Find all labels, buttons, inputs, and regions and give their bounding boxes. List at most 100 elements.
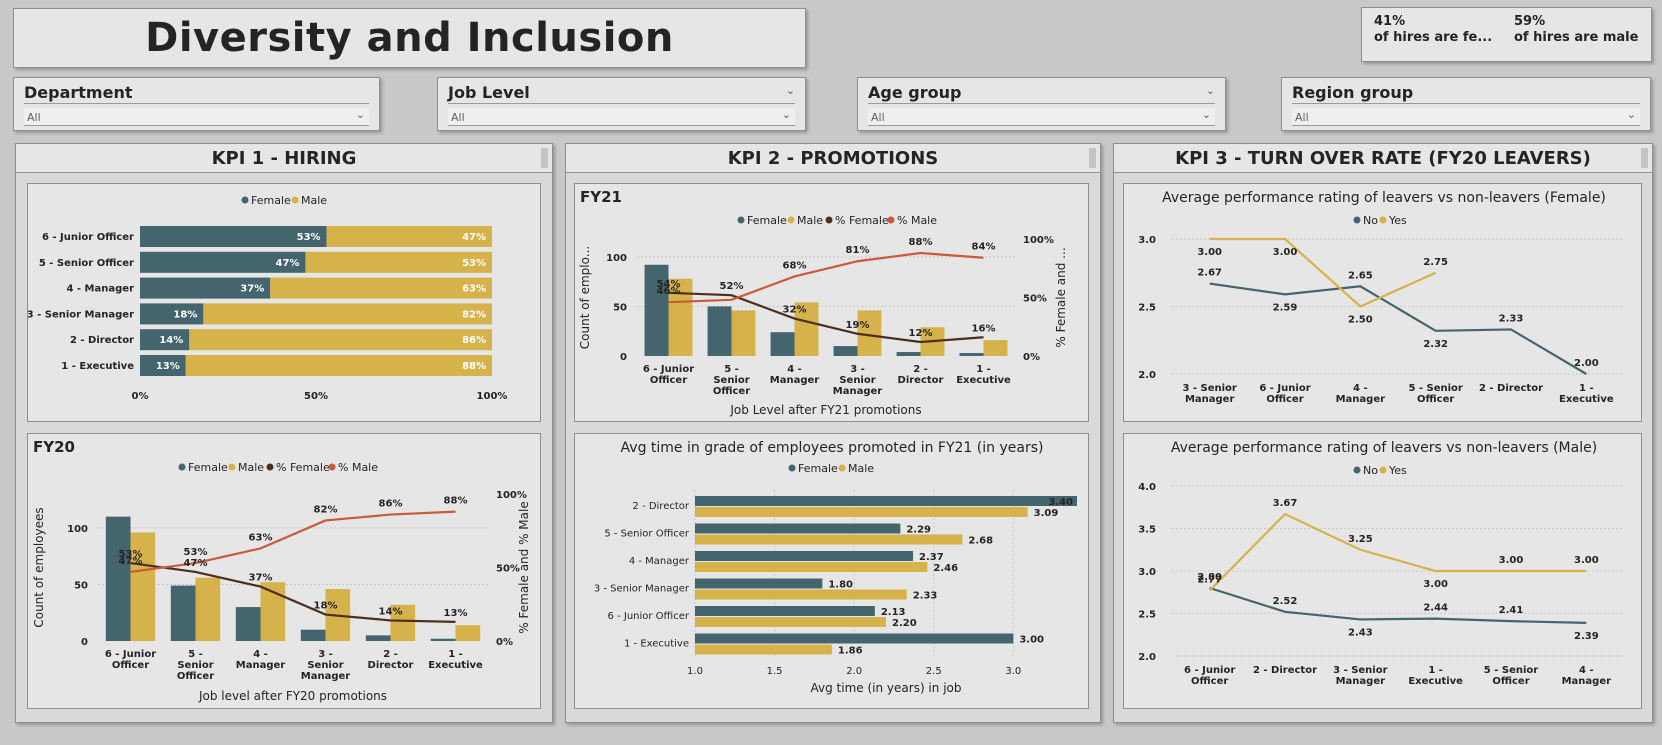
region-group-dropdown[interactable]: All ⌄ (1292, 108, 1640, 126)
female-count-bar (833, 346, 858, 356)
title-card: Diversity and Inclusion (13, 8, 806, 68)
male-count-bar (857, 310, 882, 356)
hiring-female-bar (140, 277, 271, 299)
legend-marker (1353, 216, 1361, 224)
region-group-slicer[interactable]: Region group All ⌄ (1281, 77, 1651, 131)
chevron-down-icon[interactable]: ⌄ (1626, 108, 1636, 121)
hiring-male-bar (185, 355, 492, 376)
legend-marker (1379, 466, 1387, 474)
hiring-x-tick: 50% (304, 391, 328, 402)
avgtime-male-bar (695, 507, 1028, 517)
avgtime-category-label: 5 - Senior Officer (604, 529, 690, 540)
chevron-down-icon[interactable]: ⌄ (1201, 108, 1211, 121)
job-level-slicer[interactable]: Job Level ⌄ All ⌄ (437, 77, 806, 131)
hiring-female-label: 14% (159, 335, 183, 346)
kpi2-promotions-section: KPI 2 - PROMOTIONS FY21 Female Male % Femal… (565, 143, 1101, 723)
avgtime-female-label: 1.80 (828, 580, 853, 591)
job-level-dropdown[interactable]: All ⌄ (448, 108, 795, 126)
job-level-slicer-title: Job Level (448, 83, 530, 102)
y-tick: 3.0 (1138, 235, 1156, 246)
chevron-down-icon[interactable]: ⌄ (1205, 84, 1215, 97)
slicer-divider (24, 103, 369, 104)
x-category-label: 2 - (913, 364, 928, 375)
chart-title: FY21 (580, 188, 622, 206)
legend-marker (887, 216, 895, 224)
x-category-label: Officer (1492, 676, 1529, 687)
legend-label: Female (188, 461, 228, 474)
pct-female-label: 52% (720, 281, 744, 292)
x-category-label: 5 - Senior (1408, 383, 1462, 394)
yes-series-line (1209, 237, 1437, 308)
chevron-down-icon[interactable]: ⌄ (781, 108, 791, 121)
chevron-down-icon[interactable]: ⌄ (785, 84, 795, 97)
x-tick: 1.0 (687, 666, 703, 677)
avgtime-female-bar (695, 496, 1077, 506)
x-axis-title: Avg time (in years) in job (811, 681, 962, 695)
chevron-down-icon[interactable]: ⌄ (355, 108, 365, 121)
x-category-label: 5 - Senior (1484, 665, 1538, 676)
pct-female-label: 16% (972, 323, 996, 334)
legend-marker (787, 216, 795, 224)
avg-time-chart-panel: Avg time in grade of employees promoted … (574, 433, 1089, 709)
slicer-divider (1292, 103, 1640, 104)
female-count-bar (235, 607, 261, 641)
avgtime-male-label: 2.46 (933, 563, 958, 574)
no-value-label: 2.59 (1273, 302, 1298, 313)
no-value-label: 2.65 (1348, 270, 1373, 281)
scrollbar-handle[interactable] (1089, 148, 1096, 168)
hires-summary-card: 41% of hires are fe... 59% of hires are … (1361, 7, 1652, 62)
x-tick: 2.0 (846, 666, 862, 677)
x-category-label: 6 - Junior (105, 649, 156, 660)
legend-marker (825, 216, 833, 224)
x-category-label: 4 - (787, 364, 802, 375)
chart-title: Avg time in grade of employees promoted … (621, 440, 1044, 456)
hiring-male-label: 82% (462, 309, 486, 320)
y-tick: 2.5 (1138, 303, 1156, 314)
avgtime-female-label: 3.40 (1048, 497, 1073, 508)
pct-female-label: 19% (846, 320, 870, 331)
y-axis-title: Count of emplo... (578, 246, 592, 349)
y-tick: 0 (620, 352, 627, 363)
scrollbar-handle[interactable] (1641, 148, 1648, 168)
hiring-female-label: 37% (240, 284, 264, 295)
age-group-dropdown[interactable]: All ⌄ (868, 108, 1215, 126)
yes-series-line (1208, 512, 1587, 592)
age-group-slicer[interactable]: Age group ⌄ All ⌄ (857, 77, 1226, 131)
avgtime-category-label: 6 - Junior Officer (608, 611, 690, 622)
x-category-label: Executive (1559, 394, 1614, 405)
legend-marker (228, 463, 236, 471)
hiring-category-label: 5 - Senior Officer (39, 258, 134, 269)
legend-label: Female (251, 194, 291, 207)
fy21-combo-chart: FY21 Female Male % Female % Male 0 50 100 0% 50% 1… (578, 188, 1068, 417)
pct-male-line (130, 510, 456, 574)
avgtime-category-label: 3 - Senior Manager (594, 584, 690, 595)
legend-label: Female (747, 214, 787, 227)
female-count-bar (430, 638, 456, 641)
y2-tick: 50% (496, 564, 520, 575)
avgtime-male-bar (695, 644, 832, 655)
x-category-label: 1 - (976, 364, 991, 375)
x-category-label: Senior (839, 375, 875, 386)
female-hires-pct: 41% (1374, 14, 1406, 29)
x-category-label: Executive (428, 660, 483, 671)
x-category-label: 6 - Junior (1259, 383, 1310, 394)
y-tick: 50 (74, 580, 88, 591)
avgtime-female-label: 3.00 (1019, 635, 1044, 646)
y-tick: 2.0 (1138, 652, 1156, 663)
scrollbar-handle[interactable] (541, 148, 548, 168)
pct-female-line (130, 561, 456, 623)
hiring-category-label: 3 - Senior Manager (28, 309, 134, 320)
department-slicer[interactable]: Department All ⌄ (13, 77, 380, 131)
female-hires-kpi: 41% of hires are fe... (1374, 14, 1492, 46)
kpi3-header: KPI 3 - TURN OVER RATE (FY20 LEAVERS) (1114, 144, 1652, 173)
y2-axis-title: % Female and ... (1054, 247, 1068, 347)
department-dropdown[interactable]: All ⌄ (24, 108, 369, 126)
y-tick: 4.0 (1138, 482, 1156, 493)
avgtime-male-label: 3.09 (1034, 508, 1059, 519)
hiring-category-label: 1 - Executive (61, 361, 134, 372)
x-tick: 3.0 (1005, 666, 1021, 677)
yes-value-label: 3.00 (1499, 555, 1524, 566)
y-tick: 50 (613, 302, 627, 313)
female-count-bar (959, 353, 984, 356)
x-category-label: 2 - Director (1253, 665, 1317, 676)
